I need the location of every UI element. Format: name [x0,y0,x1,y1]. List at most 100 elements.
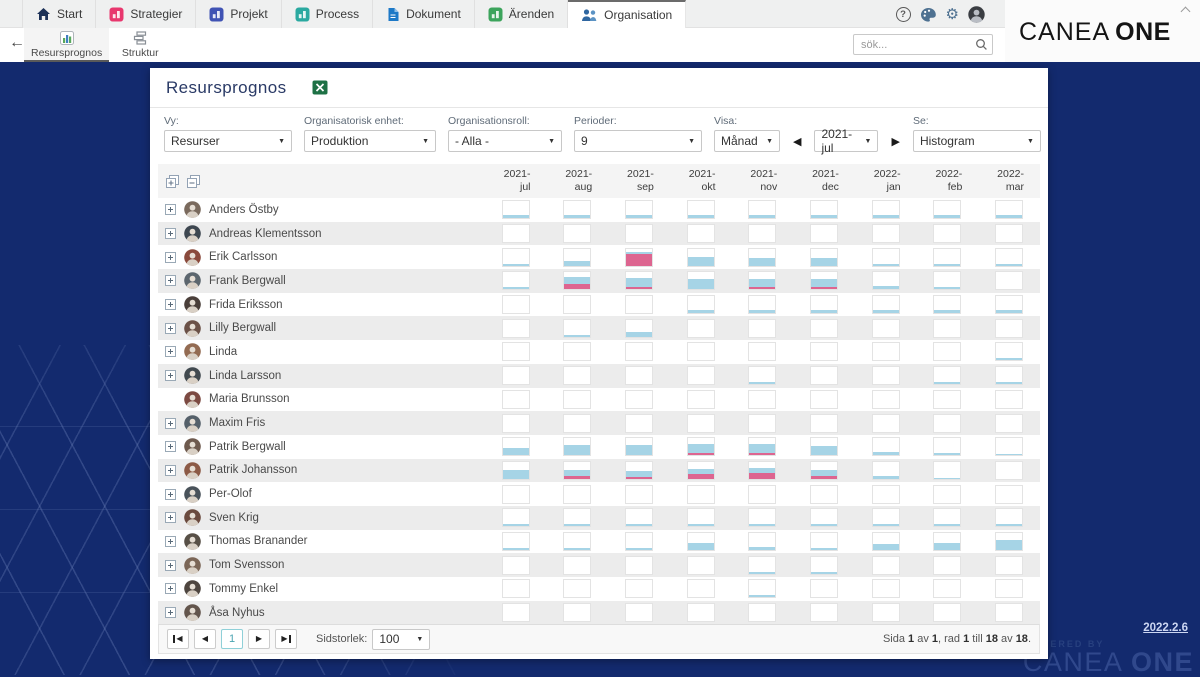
histogram-cell [995,556,1023,575]
nav-tab-projekt[interactable]: Projekt [196,0,281,28]
person-name: Frank Bergwall [209,275,286,287]
histogram-cell [563,200,591,219]
user-avatar[interactable] [968,6,985,23]
histogram-cell [502,508,530,527]
row-expand-icon[interactable] [165,489,176,500]
table-row[interactable]: Tom Svensson [158,553,1040,577]
help-icon[interactable]: ? [896,7,911,22]
filter-select[interactable]: Histogram▼ [913,130,1041,152]
histogram-cell [810,532,838,551]
collapse-all-icon[interactable] [186,174,201,189]
table-row[interactable]: Åsa Nyhus [158,601,1040,625]
period-next-arrow[interactable]: ▶ [890,132,900,152]
histogram-cell [748,248,776,267]
table-row[interactable]: Maria Brunsson [158,388,1040,412]
back-button[interactable]: ← [9,34,25,52]
filter-select[interactable]: - Alla -▼ [448,130,562,152]
row-expand-icon[interactable] [165,583,176,594]
row-expand-icon[interactable] [165,536,176,547]
chevron-down-icon: ▼ [865,138,872,145]
row-expand-icon[interactable] [165,228,176,239]
histogram-cell [502,295,530,314]
filter-select[interactable]: Produktion▼ [304,130,436,152]
pager-first-button[interactable]: ◀ [167,629,189,649]
person-name: Lilly Bergwall [209,322,276,334]
histogram-cell [872,603,900,622]
period-prev-arrow[interactable]: ◀ [792,132,802,152]
nav-tab-label: Strategier [130,7,182,21]
table-row[interactable]: Linda Larsson [158,364,1040,388]
table-row[interactable]: Sven Krig [158,506,1040,530]
collapse-caret-icon[interactable] [1181,7,1191,17]
nav-tab-strategier[interactable]: Strategier [96,0,196,28]
nav-tab-process[interactable]: Process [282,0,373,28]
histogram-cell [933,319,961,338]
filter-se: Se: Histogram▼ [913,115,1041,152]
table-row[interactable]: Linda [158,340,1040,364]
canea-one-logo: CANEAONE [1019,18,1171,47]
histogram-cell [625,319,653,338]
histogram-cell [748,508,776,527]
row-expand-icon[interactable] [165,512,176,523]
row-expand-icon[interactable] [165,465,176,476]
nav-tab-ärenden[interactable]: Ärenden [475,0,568,28]
table-row[interactable]: Erik Carlsson [158,245,1040,269]
version-link[interactable]: 2022.2.6 [1143,622,1188,634]
row-expand-icon[interactable] [165,441,176,452]
expand-all-icon[interactable] [165,174,180,189]
row-expand-icon[interactable] [165,607,176,618]
row-expand-icon[interactable] [165,299,176,310]
table-row[interactable]: Patrik Bergwall [158,435,1040,459]
table-row[interactable]: Anders Östby [158,198,1040,222]
view-tab-struktur[interactable]: Struktur [109,28,171,62]
search-input[interactable] [853,34,993,55]
filter-select[interactable]: 9▼ [574,130,702,152]
table-row[interactable]: Tommy Enkel [158,577,1040,601]
settings-gear-icon[interactable]: ⚙ [946,7,959,22]
pager-prev-button[interactable]: ◀ [194,629,216,649]
row-expand-icon[interactable] [165,275,176,286]
filter-label: Se: [913,115,1041,127]
filter-vy: Vy:Resurser▼ [164,115,292,152]
table-row[interactable]: Maxim Fris [158,411,1040,435]
row-expand-icon[interactable] [165,252,176,263]
histogram-cell [748,319,776,338]
chevron-down-icon: ▼ [766,138,773,145]
table-row[interactable]: Frida Eriksson [158,293,1040,317]
row-expand-icon[interactable] [165,346,176,357]
table-row[interactable]: Thomas Branander [158,530,1040,554]
powered-by-watermark: POWERED BY CANEA ONE [1023,639,1194,675]
workspace-background: 2022.2.6 POWERED BY CANEA ONE Resursprog… [0,62,1200,675]
pager-next-button[interactable]: ▶ [248,629,270,649]
histogram-cell [933,366,961,385]
pager-current-page[interactable]: 1 [221,629,243,649]
view-tab-resursprognos[interactable]: Resursprognos [24,28,109,62]
row-expand-icon[interactable] [165,323,176,334]
histogram-cell [625,366,653,385]
table-row[interactable]: Patrik Johansson [158,459,1040,483]
filter-select[interactable]: 2021-jul▼ [814,130,878,152]
row-expand-icon[interactable] [165,204,176,215]
pager-last-button[interactable]: ▶ [275,629,297,649]
histogram-cell [810,366,838,385]
nav-tab-organisation[interactable]: Organisation [568,0,686,28]
export-excel-icon[interactable] [312,80,328,95]
filter-select[interactable]: Månad▼ [714,130,780,152]
histogram-cell [687,508,715,527]
filter-select[interactable]: Resurser▼ [164,130,292,152]
table-row[interactable]: Per-Olof [158,482,1040,506]
histogram-cell [625,224,653,243]
row-expand-icon[interactable] [165,370,176,381]
people-icon [581,8,598,22]
nav-tab-start[interactable]: Start [22,0,96,28]
table-row[interactable]: Lilly Bergwall [158,316,1040,340]
page-size-select[interactable]: 100▼ [372,629,430,650]
row-expand-icon[interactable] [165,418,176,429]
table-row[interactable]: Frank Bergwall [158,269,1040,293]
histogram-cell [502,485,530,504]
row-expand-icon[interactable] [165,560,176,571]
theme-palette-icon[interactable] [920,7,937,22]
table-row[interactable]: Andreas Klementsson [158,222,1040,246]
nav-tab-dokument[interactable]: Dokument [373,0,475,28]
histogram-cell [625,579,653,598]
